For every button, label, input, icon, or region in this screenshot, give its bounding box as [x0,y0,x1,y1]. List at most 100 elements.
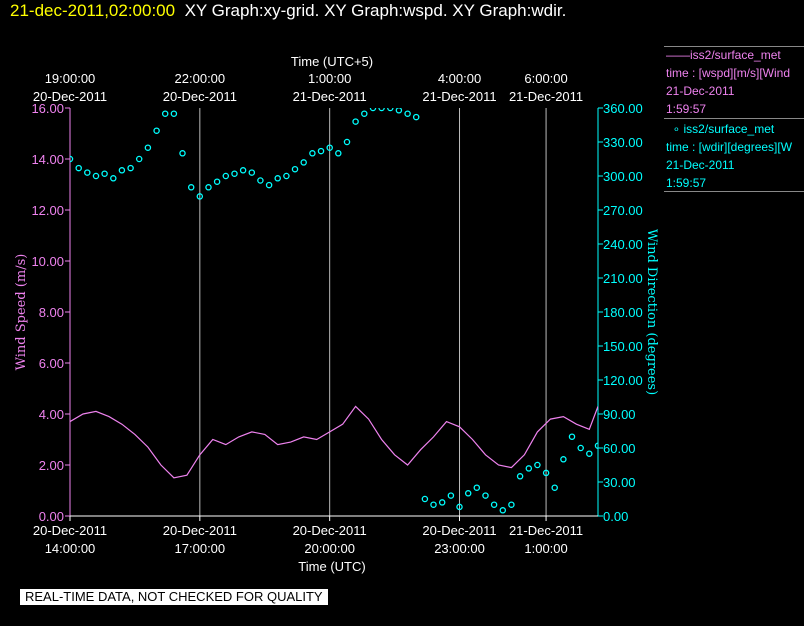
chart-header: 21-dec-2011,02:00:00 XY Graph:xy-grid. X… [10,1,566,21]
series-point-wdir [568,433,576,440]
series-point-wdir [213,178,221,185]
series-point-wdir [542,469,550,477]
legend-wdir-series: iss2/surface_met [683,122,775,136]
series-point-wdir [196,193,204,200]
right-tick-label: 210.00 [603,271,643,286]
top-tick-date: 21-Dec-2011 [422,89,496,104]
bottom-tick-date: 20-Dec-2011 [422,523,496,538]
right-tick-label: 240.00 [603,237,643,252]
series-point-wdir [378,108,385,112]
series-point-wdir [352,118,359,125]
left-tick-label: 16.00 [31,101,64,116]
legend-divider [664,118,804,119]
top-tick-date: 21-Dec-2011 [509,89,583,104]
series-point-wdir [577,444,584,452]
series-point-wdir [594,442,598,449]
series-point-wdir [473,484,481,491]
series-point-wdir [395,108,403,114]
right-tick-label: 60.00 [603,441,636,456]
series-point-wdir [274,175,281,182]
series-point-wdir [231,170,238,177]
series-point-wdir [92,172,100,180]
top-tick-time: 6:00:00 [524,71,567,86]
series-point-wdir [438,499,446,506]
right-tick-label: 0.00 [603,509,628,524]
right-tick-label: 30.00 [603,475,636,490]
legend-wspd-time: 1:59:57 [666,102,707,116]
series-point-wdir [248,169,256,176]
legend-wdir-date: 21-Dec-2011 [666,158,735,172]
left-axis-title: Wind Speed (m/s) [14,254,29,371]
bottom-tick-time: 1:00:00 [524,541,567,556]
series-point-wdir [239,167,247,174]
series-point-wdir [135,155,143,163]
series-point-wdir [283,172,290,180]
top-tick-time: 1:00:00 [308,71,351,86]
series-point-wdir [170,110,178,117]
bottom-tick-date: 20-Dec-2011 [293,523,367,538]
series-point-wdir [464,490,472,497]
series-point-wdir [586,450,593,457]
series-point-wdir [369,108,377,112]
left-tick-label: 10.00 [31,254,64,269]
series-point-wdir [456,503,463,511]
left-tick-label: 2.00 [39,458,64,473]
top-tick-date: 20-Dec-2011 [33,89,107,104]
bottom-tick-date: 20-Dec-2011 [33,523,107,538]
right-tick-label: 90.00 [603,407,636,422]
series-point-wdir [144,144,152,151]
series-point-wdir [179,150,186,157]
right-tick-label: 360.00 [603,101,643,116]
series-point-wdir [412,113,420,121]
legend-wdir: ∘ iss2/surface_met time : [wdir][degrees… [666,120,804,192]
top-tick-date: 21-Dec-2011 [293,89,367,104]
top-axis-title: Time (UTC+5) [291,54,373,69]
bottom-tick-date: 20-Dec-2011 [163,523,237,538]
series-point-wdir [387,108,394,112]
series-point-wdir [187,184,195,191]
legend-divider [664,191,804,192]
legend-circle-marker: ∘ [666,122,684,136]
series-point-wdir [525,465,533,472]
series-point-wdir [421,495,429,503]
series-point-wdir [257,177,264,184]
series-point-wdir [335,150,342,157]
series-point-wdir [361,110,368,117]
legend-wspd: ——iss2/surface_met time : [wspd][m/s][Wi… [666,46,804,118]
series-point-wdir [84,169,91,176]
right-tick-label: 300.00 [603,169,643,184]
legend-divider [664,46,804,47]
series-point-wdir [101,170,108,177]
series-point-wdir [508,501,515,508]
bottom-tick-time: 17:00:00 [175,541,226,556]
series-point-wdir [118,167,126,174]
quality-note: REAL-TIME DATA, NOT CHECKED FOR QUALITY [20,589,328,605]
series-point-wdir [222,172,230,180]
series-point-wdir [317,147,325,155]
left-tick-label: 0.00 [39,509,64,524]
series-point-wdir [265,181,273,189]
series-point-wdir [404,110,411,117]
right-tick-label: 270.00 [603,203,643,218]
top-tick-time: 22:00:00 [175,71,226,86]
series-point-wdir [161,110,169,117]
legend-wdir-desc: time : [wdir][degrees][W [666,140,793,154]
legend-line-marker: —— [666,48,690,62]
series-point-wdir [430,501,437,508]
series-point-wdir [551,484,558,491]
legend-wdir-time: 1:59:57 [666,176,707,190]
right-axis-title: Wind Direction (degrees) [644,229,659,395]
right-tick-label: 150.00 [603,339,643,354]
series-point-wdir [153,127,160,134]
series-point-wdir [560,456,567,463]
series-point-wdir [205,184,212,191]
series-line-wspd [70,405,598,479]
series-point-wdir [447,492,455,499]
series-point-wdir [490,501,498,508]
right-tick-label: 120.00 [603,373,643,388]
series-point-wdir [516,473,524,480]
series-point-wdir [482,492,489,499]
bottom-axis-title: Time (UTC) [298,559,365,574]
right-tick-label: 180.00 [603,305,643,320]
